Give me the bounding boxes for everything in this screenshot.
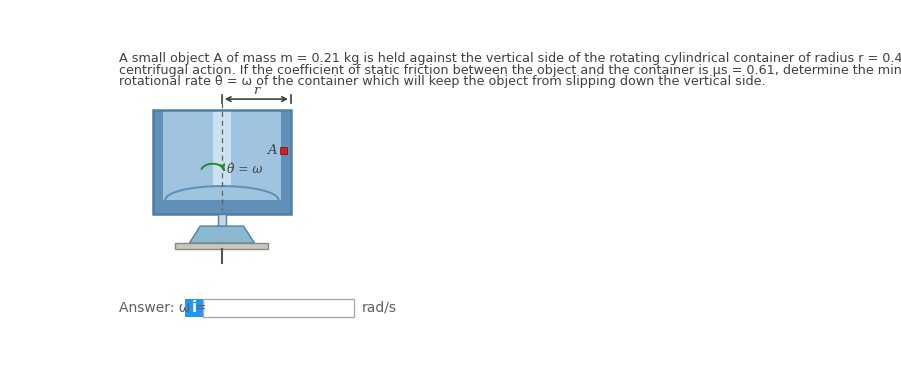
FancyBboxPatch shape: [153, 110, 163, 214]
FancyBboxPatch shape: [204, 299, 354, 317]
Polygon shape: [189, 226, 254, 243]
FancyBboxPatch shape: [176, 243, 268, 249]
FancyBboxPatch shape: [213, 110, 232, 195]
Text: r: r: [253, 84, 259, 97]
Text: rad/s: rad/s: [362, 301, 397, 315]
Text: i: i: [191, 300, 196, 315]
FancyBboxPatch shape: [281, 110, 291, 214]
FancyBboxPatch shape: [153, 200, 291, 214]
Text: θ̇ = ω: θ̇ = ω: [226, 164, 262, 176]
Text: centrifugal action. If the coefficient of static friction between the object and: centrifugal action. If the coefficient o…: [119, 64, 901, 77]
FancyBboxPatch shape: [153, 110, 291, 214]
FancyBboxPatch shape: [185, 299, 204, 317]
FancyBboxPatch shape: [163, 110, 281, 198]
FancyBboxPatch shape: [218, 214, 226, 226]
Text: A: A: [268, 144, 277, 157]
Text: A small object A of mass m = 0.21 kg is held against the vertical side of the ro: A small object A of mass m = 0.21 kg is …: [119, 52, 901, 65]
Bar: [280, 147, 287, 154]
Text: Answer: ω =: Answer: ω =: [119, 301, 211, 315]
Text: rotational rate θ̇ = ω of the container which will keep the object from slipping: rotational rate θ̇ = ω of the container …: [119, 75, 766, 88]
Ellipse shape: [165, 186, 278, 214]
